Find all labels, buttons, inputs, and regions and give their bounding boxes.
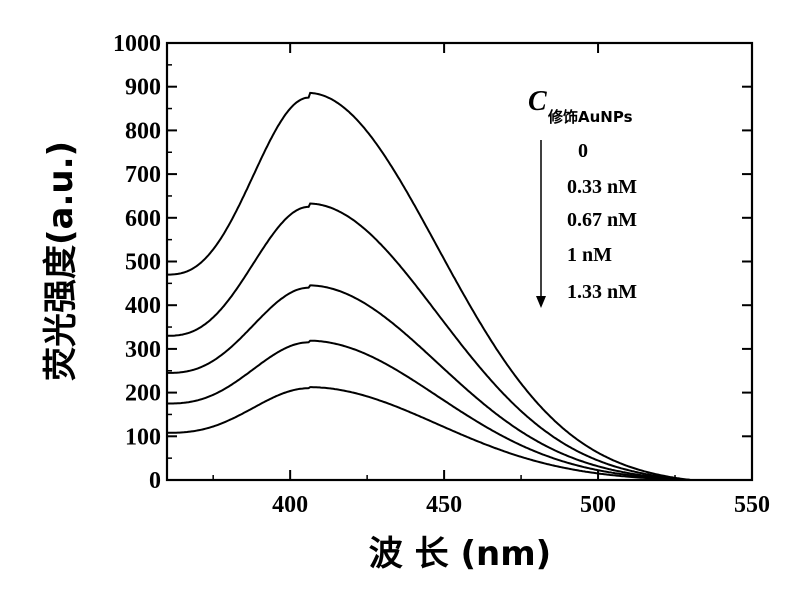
legend-title-sub: 修饰AuNPs <box>547 108 633 126</box>
y-tick-label: 400 <box>125 293 161 319</box>
y-tick-label: 600 <box>125 206 161 232</box>
legend-entry: 1.33 nM <box>567 281 637 303</box>
legend-entry: 0 <box>578 140 588 162</box>
y-tick-label: 0 <box>149 468 161 494</box>
legend: C 修饰AuNPs 0 0.33 nM 0.67 nM 1 nM 1.33 nM <box>528 86 637 308</box>
legend-arrow-head <box>536 296 546 308</box>
x-tick-label: 500 <box>580 492 616 518</box>
y-tick-label: 800 <box>125 118 161 144</box>
series-line-1 <box>167 202 691 481</box>
series-line-2 <box>167 284 691 481</box>
y-tick-label: 500 <box>125 250 161 276</box>
y-tick-label: 700 <box>125 162 161 188</box>
y-axis-title: 荧光强度(a.u.) <box>41 141 81 381</box>
y-tick-label: 900 <box>125 75 161 101</box>
x-tick-label: 550 <box>734 492 770 518</box>
y-axis-ticks: 0 100 200 300 400 500 600 700 800 900 1000 <box>113 31 752 494</box>
x-axis-ticks: 400 450 500 550 <box>212 43 770 518</box>
series-line-4 <box>167 386 691 481</box>
y-tick-label: 200 <box>125 381 161 407</box>
x-axis-title: 波 长 (nm) <box>369 534 551 574</box>
series-line-0 <box>167 91 691 481</box>
y-tick-label: 100 <box>125 424 161 450</box>
spectra-series <box>167 91 691 481</box>
series-line-3 <box>167 339 691 481</box>
y-tick-label: 1000 <box>113 31 161 57</box>
x-tick-label: 450 <box>426 492 462 518</box>
legend-title-main: C <box>528 86 547 117</box>
x-tick-label: 400 <box>272 492 308 518</box>
legend-entry: 1 nM <box>567 244 612 266</box>
legend-entry: 0.33 nM <box>567 176 637 198</box>
legend-entry: 0.67 nM <box>567 209 637 231</box>
y-tick-label: 300 <box>125 337 161 363</box>
legend-entries: 0 0.33 nM 0.67 nM 1 nM 1.33 nM <box>567 140 637 303</box>
